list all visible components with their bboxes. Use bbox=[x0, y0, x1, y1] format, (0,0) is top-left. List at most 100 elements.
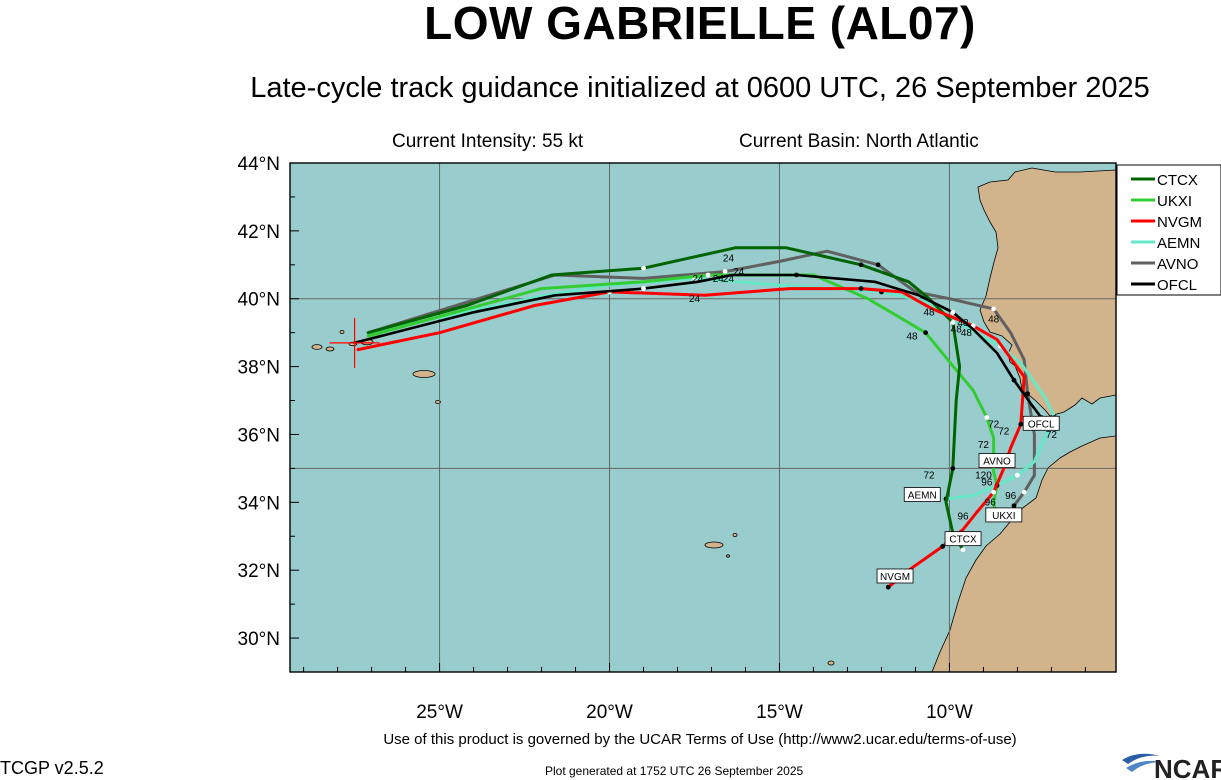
track-point bbox=[885, 584, 891, 590]
track-point bbox=[1021, 489, 1027, 495]
track-point bbox=[794, 272, 799, 278]
lat-tick-label: 40°N bbox=[238, 290, 280, 311]
track-end-label: CTCX bbox=[944, 531, 982, 547]
forecast-hour-label: 24 bbox=[689, 294, 701, 305]
lat-tick-label: 38°N bbox=[238, 358, 280, 379]
track-point bbox=[991, 489, 997, 495]
track-point bbox=[923, 330, 929, 336]
current-position-marker bbox=[329, 317, 380, 368]
lat-tick-label: 36°N bbox=[238, 425, 280, 446]
tracks bbox=[353, 246, 1058, 590]
end-label-text: UKXI bbox=[992, 511, 1015, 522]
legend-label-ctcx: CTCX bbox=[1157, 172, 1198, 189]
track-ctcx bbox=[366, 246, 965, 552]
azores-island bbox=[311, 344, 323, 350]
end-label-text: CTCX bbox=[949, 535, 977, 546]
track-end-label: AEMN bbox=[903, 487, 941, 502]
end-label-box bbox=[876, 568, 914, 584]
track-end-label: UKXI bbox=[985, 507, 1023, 523]
forecast-hour-label: 48 bbox=[923, 308, 935, 319]
legend-label-aemn: AEMN bbox=[1157, 235, 1200, 252]
track-end-label: AVNO bbox=[978, 453, 1016, 469]
forecast-hour-label: 48 bbox=[988, 314, 1000, 325]
madeira-island bbox=[732, 533, 738, 538]
end-label-text: AVNO bbox=[983, 457, 1011, 468]
current-intensity: Current Intensity: 55 kt bbox=[392, 131, 584, 152]
track-point bbox=[875, 262, 881, 268]
axis-ticks bbox=[290, 162, 1086, 672]
generated-timestamp: Plot generated at 1752 UTC 26 September … bbox=[545, 764, 804, 778]
legend: CTCX UKXI NVGM AEMN AVNO OFCL bbox=[1116, 164, 1221, 296]
ncar-logo-swoosh bbox=[1122, 753, 1160, 764]
azores-island bbox=[339, 329, 345, 334]
forecast-hour-label: 24 bbox=[723, 274, 735, 285]
track-point bbox=[950, 309, 956, 315]
longitude-axis: 25°W 20°W 15°W 10°W bbox=[416, 702, 973, 723]
forecast-hour-label: 120 bbox=[975, 471, 992, 482]
azores-island bbox=[325, 346, 335, 352]
end-label-box bbox=[903, 487, 941, 502]
track-end-label: NVGM bbox=[876, 568, 914, 584]
track-point bbox=[705, 272, 711, 278]
track-point bbox=[940, 544, 946, 549]
legend-label-nvgm: NVGM bbox=[1157, 214, 1202, 231]
track-point bbox=[1025, 391, 1031, 397]
azores-island bbox=[412, 370, 436, 378]
lon-tick-label: 25°W bbox=[416, 702, 463, 723]
forecast-hour-label: 96 bbox=[957, 511, 969, 522]
track-point bbox=[641, 286, 646, 291]
lon-tick-label: 20°W bbox=[586, 702, 633, 723]
lat-tick-label: 30°N bbox=[238, 629, 280, 650]
ncar-logo-swoosh bbox=[1126, 760, 1162, 772]
track-point bbox=[950, 466, 956, 471]
page-subtitle: Late-cycle track guidance initialized at… bbox=[250, 72, 1150, 104]
track-point bbox=[1015, 472, 1020, 478]
track-point bbox=[722, 269, 728, 274]
ncar-logo: NCAR bbox=[1122, 753, 1221, 780]
forecast-hour-label: 24 bbox=[723, 253, 735, 264]
track-end-labels: CTCX UKXI NVGM AEMN AVNO OFCL bbox=[876, 415, 1060, 584]
legend-label-avno: AVNO bbox=[1157, 256, 1198, 273]
legend-label-ofcl: OFCL bbox=[1157, 277, 1197, 294]
forecast-hour-label: 72 bbox=[998, 426, 1010, 437]
forecast-hour-label: 72 bbox=[978, 440, 990, 451]
legend-box bbox=[1116, 164, 1221, 296]
end-label-text: NVGM bbox=[880, 572, 910, 583]
track-ofcl bbox=[353, 273, 1043, 419]
forecast-hour-label: 48 bbox=[961, 328, 973, 339]
forecast-hour-label: 48 bbox=[906, 331, 918, 342]
lon-tick-label: 10°W bbox=[926, 702, 973, 723]
forecast-hour-label: 72 bbox=[988, 420, 1000, 431]
track-point bbox=[1011, 377, 1017, 383]
end-label-text: AEMN bbox=[908, 491, 937, 502]
version-label: TCGP v2.5.2 bbox=[0, 758, 104, 778]
forecast-hour-label: 96 bbox=[1005, 491, 1017, 502]
forecast-hour-label: 96 bbox=[985, 498, 997, 509]
madeira-island bbox=[704, 541, 724, 549]
track-nvgm bbox=[356, 287, 1026, 589]
lat-tick-label: 32°N bbox=[238, 561, 280, 582]
track-end-label: OFCL bbox=[1022, 415, 1060, 431]
page-title: LOW GABRIELLE (AL07) bbox=[424, 0, 976, 49]
forecast-hour-label: 24 bbox=[733, 267, 745, 278]
track-point bbox=[1018, 421, 1024, 427]
track-point bbox=[858, 262, 864, 268]
plot-frame bbox=[289, 162, 1117, 673]
forecast-hour-label: 24 bbox=[713, 274, 725, 285]
forecast-hour-label: 48 bbox=[951, 325, 963, 336]
end-label-text: OFCL bbox=[1028, 419, 1055, 430]
forecast-hour-label: 72 bbox=[1046, 430, 1058, 441]
track-avno bbox=[366, 249, 1036, 508]
forecast-hour-label: 24 bbox=[692, 274, 704, 285]
current-basin: Current Basin: North Atlantic bbox=[739, 131, 979, 152]
track-point bbox=[960, 547, 966, 553]
track-ukxi bbox=[366, 273, 999, 521]
track-point bbox=[950, 320, 956, 325]
lat-tick-label: 34°N bbox=[238, 493, 280, 514]
end-label-box bbox=[978, 453, 1016, 469]
end-label-box bbox=[985, 507, 1023, 523]
lon-tick-label: 15°W bbox=[756, 702, 803, 723]
legend-label-ukxi: UKXI bbox=[1157, 193, 1192, 210]
latitude-axis: 44°N 42°N 40°N 38°N 36°N 34°N 32°N 30°N bbox=[238, 154, 280, 650]
